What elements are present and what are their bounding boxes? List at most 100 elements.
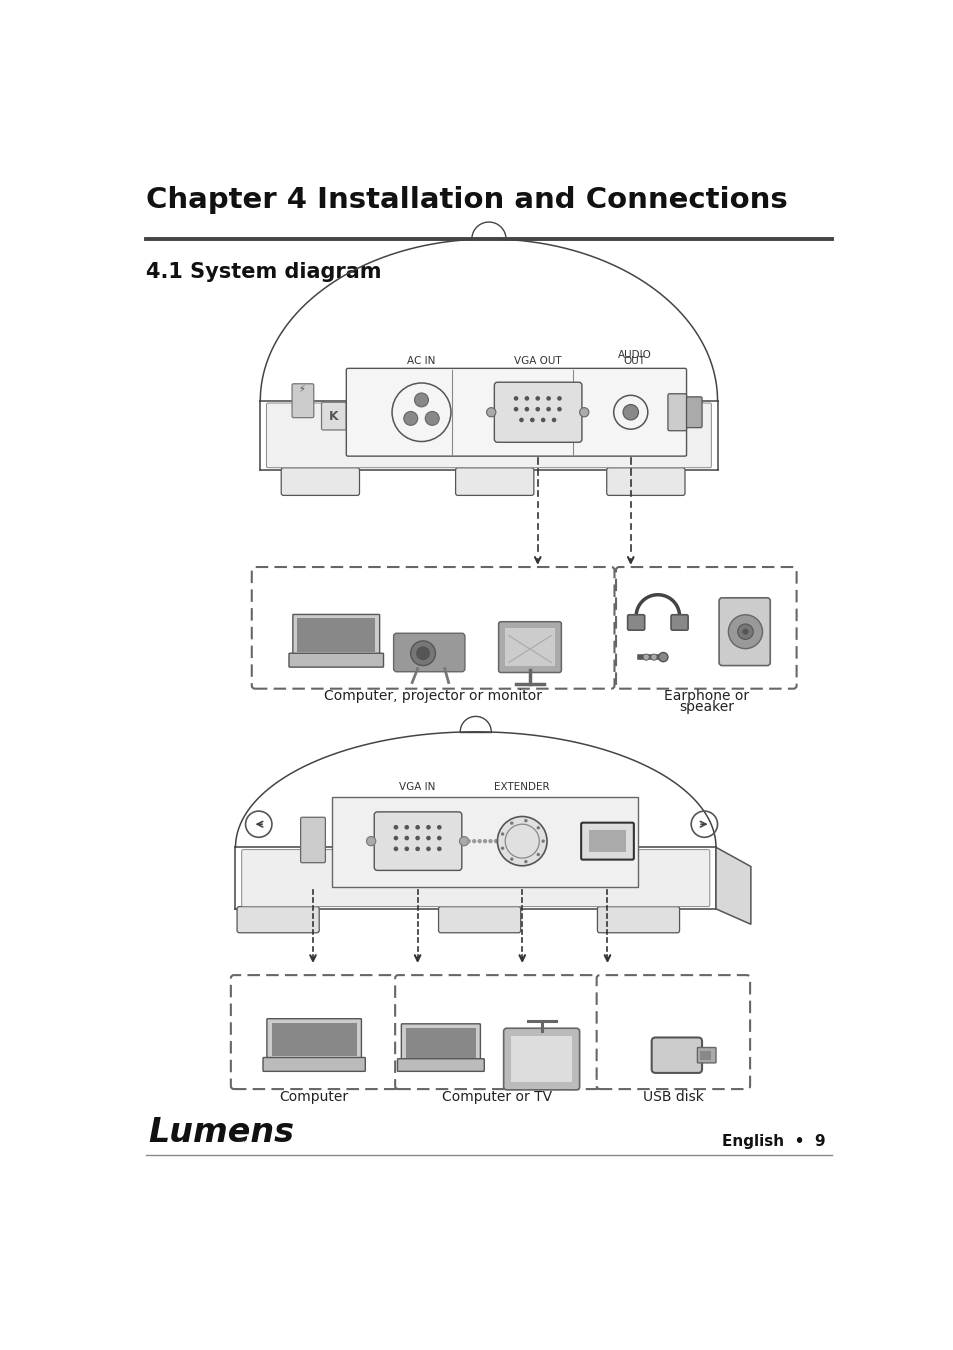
Circle shape xyxy=(513,396,517,401)
Circle shape xyxy=(459,837,468,845)
Circle shape xyxy=(546,406,550,412)
Circle shape xyxy=(728,614,761,648)
FancyBboxPatch shape xyxy=(616,567,796,688)
Text: VGA OUT: VGA OUT xyxy=(514,356,561,366)
Circle shape xyxy=(500,833,504,836)
Circle shape xyxy=(530,417,534,423)
Circle shape xyxy=(524,396,529,401)
FancyBboxPatch shape xyxy=(627,614,644,630)
Circle shape xyxy=(394,836,397,840)
FancyBboxPatch shape xyxy=(606,467,684,495)
Circle shape xyxy=(415,825,419,830)
Circle shape xyxy=(436,825,441,830)
Circle shape xyxy=(541,840,544,842)
Bar xyxy=(699,1050,710,1060)
Circle shape xyxy=(551,417,556,423)
FancyBboxPatch shape xyxy=(289,653,383,667)
FancyBboxPatch shape xyxy=(394,633,464,672)
Circle shape xyxy=(523,860,527,863)
Circle shape xyxy=(536,853,539,856)
Circle shape xyxy=(523,819,527,822)
Circle shape xyxy=(658,652,667,662)
FancyBboxPatch shape xyxy=(719,598,769,666)
Text: USB disk: USB disk xyxy=(642,1089,703,1104)
Text: ™: ™ xyxy=(235,1139,247,1149)
FancyBboxPatch shape xyxy=(374,811,461,871)
Circle shape xyxy=(510,857,513,861)
Circle shape xyxy=(425,412,438,425)
Circle shape xyxy=(579,408,588,417)
Circle shape xyxy=(426,846,431,850)
FancyBboxPatch shape xyxy=(236,907,319,933)
FancyBboxPatch shape xyxy=(596,975,749,1089)
FancyBboxPatch shape xyxy=(438,907,520,933)
Text: EXTENDER: EXTENDER xyxy=(494,782,550,792)
Bar xyxy=(588,830,625,852)
Circle shape xyxy=(546,396,550,401)
Circle shape xyxy=(497,817,546,865)
Circle shape xyxy=(466,838,471,844)
FancyBboxPatch shape xyxy=(300,817,325,863)
Circle shape xyxy=(472,838,476,844)
Circle shape xyxy=(476,838,481,844)
FancyBboxPatch shape xyxy=(498,622,560,672)
FancyBboxPatch shape xyxy=(231,975,397,1089)
Text: OUT: OUT xyxy=(623,356,645,366)
Circle shape xyxy=(426,836,431,840)
Circle shape xyxy=(642,653,649,660)
Circle shape xyxy=(510,821,513,825)
Circle shape xyxy=(513,406,517,412)
Circle shape xyxy=(410,641,435,666)
FancyBboxPatch shape xyxy=(651,1038,701,1073)
Circle shape xyxy=(535,406,539,412)
FancyBboxPatch shape xyxy=(293,614,379,656)
Text: Earphone or: Earphone or xyxy=(663,690,748,703)
FancyBboxPatch shape xyxy=(456,467,534,495)
Circle shape xyxy=(415,393,428,406)
Circle shape xyxy=(741,629,748,634)
Bar xyxy=(272,1022,356,1057)
Text: K: K xyxy=(329,409,338,423)
FancyBboxPatch shape xyxy=(494,382,581,443)
FancyBboxPatch shape xyxy=(597,907,679,933)
FancyBboxPatch shape xyxy=(670,614,687,630)
Circle shape xyxy=(557,406,561,412)
Circle shape xyxy=(436,846,441,850)
Circle shape xyxy=(416,647,430,660)
FancyBboxPatch shape xyxy=(580,822,633,860)
Bar xyxy=(511,1035,571,1083)
FancyBboxPatch shape xyxy=(667,394,686,431)
Text: 4.1 System diagram: 4.1 System diagram xyxy=(146,262,381,282)
Text: Lumens: Lumens xyxy=(149,1116,294,1149)
Bar xyxy=(297,618,375,652)
Circle shape xyxy=(500,846,504,850)
Bar xyxy=(504,628,555,667)
Text: English  •  9: English • 9 xyxy=(721,1134,825,1149)
Text: Chapter 4 Installation and Connections: Chapter 4 Installation and Connections xyxy=(146,186,787,215)
Text: ⚡: ⚡ xyxy=(297,385,305,394)
Circle shape xyxy=(488,838,492,844)
FancyBboxPatch shape xyxy=(503,1029,579,1089)
Circle shape xyxy=(426,825,431,830)
Text: Computer: Computer xyxy=(279,1089,349,1104)
FancyBboxPatch shape xyxy=(292,383,314,417)
Circle shape xyxy=(650,653,657,660)
Circle shape xyxy=(403,412,417,425)
Circle shape xyxy=(622,405,638,420)
Circle shape xyxy=(404,825,409,830)
FancyBboxPatch shape xyxy=(346,369,686,456)
Circle shape xyxy=(415,846,419,850)
FancyBboxPatch shape xyxy=(241,849,709,907)
Text: Computer or TV: Computer or TV xyxy=(441,1089,552,1104)
FancyBboxPatch shape xyxy=(266,404,711,467)
FancyBboxPatch shape xyxy=(321,402,346,429)
Text: speaker: speaker xyxy=(679,701,733,714)
Circle shape xyxy=(518,417,523,423)
Circle shape xyxy=(486,408,496,417)
Text: Computer, projector or monitor: Computer, projector or monitor xyxy=(324,690,541,703)
FancyBboxPatch shape xyxy=(267,1019,361,1060)
Circle shape xyxy=(394,846,397,850)
Circle shape xyxy=(436,836,441,840)
FancyBboxPatch shape xyxy=(401,1023,480,1061)
Circle shape xyxy=(415,836,419,840)
